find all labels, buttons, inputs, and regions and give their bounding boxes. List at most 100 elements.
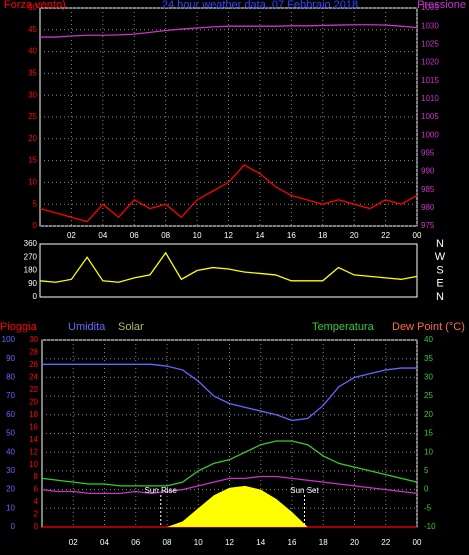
y2-tick-label: 1000: [421, 130, 439, 139]
y-tick-label: 60: [6, 410, 15, 419]
legend-label: Dew Point (°C): [392, 321, 465, 333]
y2-tick-label: 1020: [421, 58, 439, 67]
y3-tick-label: 12: [29, 447, 38, 456]
y-tick-label: 360: [24, 239, 38, 248]
y-tick-label: 80: [6, 373, 15, 382]
legend-label: Temperatura: [312, 321, 375, 333]
y3-tick-label: 24: [29, 373, 38, 382]
x-tick-label: 12: [225, 538, 234, 547]
annotation: Sun Rise: [145, 486, 178, 495]
y3-tick-label: 8: [34, 472, 39, 481]
y-tick-label: 0: [11, 522, 16, 531]
y2-tick-label: 1030: [421, 21, 439, 30]
x-tick-label: 06: [130, 231, 139, 240]
legend-label: Pressione: [417, 0, 466, 11]
x-tick-label: 04: [100, 538, 109, 547]
y2-tick-label: 5: [424, 466, 429, 475]
y3-tick-label: 30: [29, 335, 38, 344]
x-tick-label: 18: [319, 538, 328, 547]
y3-tick-label: 6: [34, 485, 39, 494]
area: [42, 485, 417, 527]
line: [39, 251, 418, 283]
legend-label: Forza vento): [4, 0, 66, 11]
y3-tick-label: 0: [34, 522, 39, 531]
y3-tick-label: 14: [29, 435, 38, 444]
y2-tick-label: E: [436, 278, 443, 290]
x-tick-label: 16: [288, 538, 297, 547]
legend-label: Solar: [118, 321, 144, 333]
x-tick-label: 02: [69, 538, 78, 547]
y2-tick-label: 40: [424, 335, 433, 344]
annotation: Sun Set: [290, 486, 319, 495]
y2-tick-label: N: [436, 238, 444, 250]
y-tick-label: 70: [6, 391, 15, 400]
x-tick-label: 22: [381, 538, 390, 547]
y3-tick-label: 4: [34, 497, 39, 506]
y-tick-label: 20: [6, 485, 15, 494]
y2-tick-label: 30: [424, 373, 433, 382]
x-tick-label: 08: [161, 231, 170, 240]
line: [40, 24, 418, 38]
x-tick-label: 02: [67, 231, 76, 240]
x-tick-label: 10: [193, 231, 202, 240]
x-tick-label: 22: [381, 231, 390, 240]
y2-tick-label: 1015: [421, 76, 439, 85]
y2-tick-label: 15: [424, 429, 433, 438]
x-tick-label: 12: [224, 231, 233, 240]
y3-tick-label: 26: [29, 360, 38, 369]
y2-tick-label: 20: [424, 410, 433, 419]
y3-tick-label: 20: [29, 397, 38, 406]
line: [41, 475, 418, 494]
y-tick-label: 10: [28, 178, 37, 187]
y2-tick-label: 1010: [421, 94, 439, 103]
chart-title: 24 hour weather data, 07 Febbraio 2018: [162, 0, 358, 11]
y2-tick-label: 10: [424, 447, 433, 456]
y2-tick-label: 980: [421, 203, 435, 212]
y-tick-label: 35: [28, 69, 37, 78]
y2-tick-label: 35: [424, 354, 433, 363]
y-tick-label: 180: [24, 266, 38, 275]
y-tick-label: 5: [33, 199, 38, 208]
y2-tick-label: 1035: [421, 3, 439, 12]
y-tick-label: 15: [28, 156, 37, 165]
y2-tick-label: 1025: [421, 39, 439, 48]
y3-tick-label: 10: [29, 460, 38, 469]
y2-tick-label: 985: [421, 185, 435, 194]
x-tick-label: 20: [350, 538, 359, 547]
y-tick-label: 10: [6, 503, 15, 512]
y3-tick-label: 2: [34, 510, 39, 519]
x-tick-label: 14: [255, 231, 264, 240]
x-tick-label: 04: [98, 231, 107, 240]
y-tick-label: 0: [33, 221, 38, 230]
x-tick-label: 00: [413, 231, 422, 240]
y2-tick-label: 990: [421, 167, 435, 176]
y-tick-label: 50: [28, 3, 37, 12]
x-tick-label: 14: [256, 538, 265, 547]
x-tick-label: 16: [287, 231, 296, 240]
line: [42, 363, 417, 422]
x-tick-label: 20: [350, 231, 359, 240]
y-tick-label: 30: [28, 90, 37, 99]
line: [41, 440, 418, 487]
y2-tick-label: 975: [421, 221, 435, 230]
y-tick-label: 20: [28, 134, 37, 143]
y3-tick-label: 22: [29, 385, 38, 394]
y-tick-label: 25: [28, 112, 37, 121]
y-tick-label: 40: [6, 447, 15, 456]
x-tick-label: 08: [163, 538, 172, 547]
legend-label: Umidita: [68, 321, 106, 333]
y-tick-label: 45: [28, 25, 37, 34]
y2-tick-label: 995: [421, 148, 435, 157]
y-tick-label: 90: [6, 354, 15, 363]
y-tick-label: 270: [24, 252, 38, 261]
plot-frame: [39, 243, 418, 298]
y3-tick-label: 16: [29, 422, 38, 431]
x-tick-label: 06: [131, 538, 140, 547]
y-tick-label: 30: [6, 466, 15, 475]
y2-tick-label: S: [436, 264, 443, 276]
y2-tick-label: 25: [424, 391, 433, 400]
y3-tick-label: 18: [29, 410, 38, 419]
y-tick-label: 40: [28, 47, 37, 56]
legend-label: Pioggia: [0, 321, 38, 333]
